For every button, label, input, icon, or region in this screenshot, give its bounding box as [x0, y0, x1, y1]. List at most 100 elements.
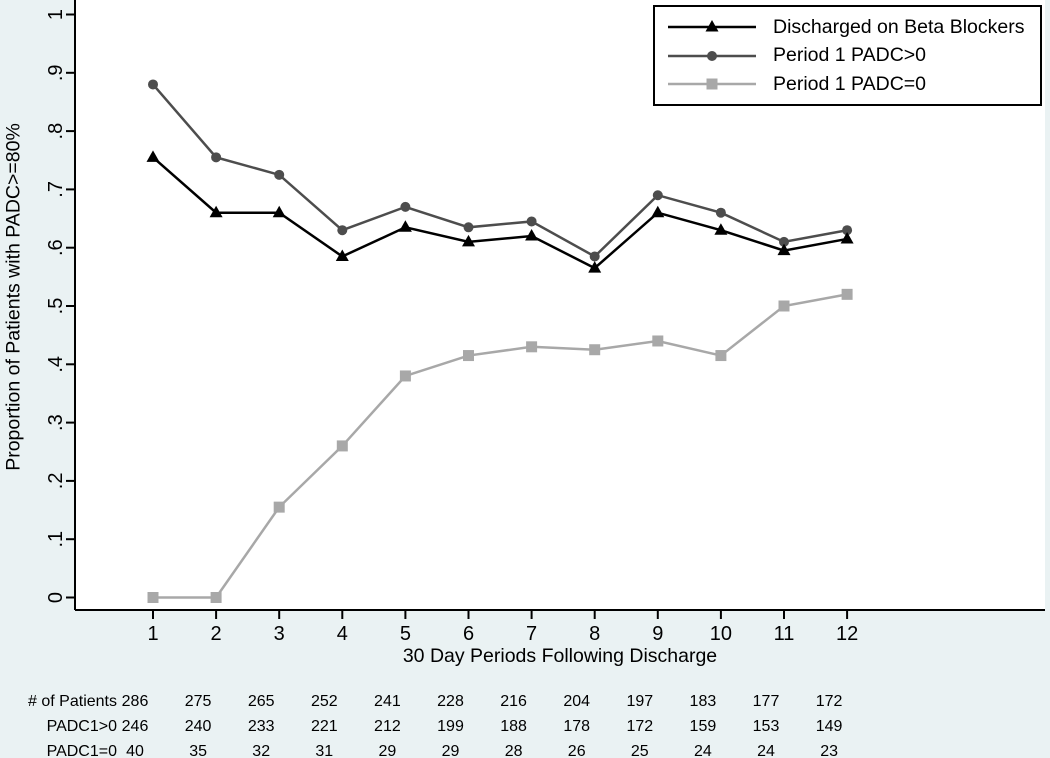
- x-tick-label: 10: [710, 623, 732, 645]
- count-value: 32: [252, 743, 271, 758]
- data-point: [400, 201, 411, 212]
- count-value: 286: [121, 693, 149, 710]
- legend-sample-marker: [707, 50, 717, 61]
- count-value: 40: [126, 743, 144, 758]
- count-row-label: PADC1>0: [46, 718, 117, 735]
- data-point: [651, 205, 665, 218]
- y-tick-label: .1: [45, 531, 67, 548]
- data-point: [652, 335, 664, 347]
- count-value: 172: [626, 718, 654, 735]
- count-value: 26: [567, 743, 586, 758]
- data-point: [714, 223, 728, 235]
- data-point: [589, 251, 600, 262]
- legend-triangle-line-icon: [668, 20, 756, 32]
- count-value: 228: [437, 693, 464, 710]
- data-point: [588, 261, 602, 273]
- count-value: 159: [689, 718, 717, 735]
- count-row-label: # of Patients: [28, 693, 117, 710]
- count-value: 246: [121, 718, 149, 735]
- data-point: [336, 440, 348, 452]
- legend-label: Period 1 PADC=0: [773, 72, 927, 95]
- count-value: 35: [189, 743, 207, 758]
- y-tick-label: .7: [45, 181, 67, 198]
- legend: Discharged on Beta Blockers Period 1 PAD…: [653, 5, 1042, 106]
- legend-sample-marker: [706, 78, 718, 90]
- count-value: 199: [437, 718, 464, 735]
- data-point: [147, 592, 159, 603]
- data-point: [398, 220, 412, 232]
- data-point: [148, 79, 158, 90]
- data-point: [778, 300, 790, 312]
- x-tick-label: 11: [774, 623, 795, 645]
- y-tick-label: 0: [45, 592, 67, 603]
- count-value: 172: [815, 693, 843, 710]
- count-value: 178: [563, 718, 591, 735]
- data-point: [589, 344, 601, 356]
- count-value: 252: [310, 693, 338, 710]
- x-tick-label: 6: [463, 623, 474, 645]
- count-value: 265: [247, 693, 275, 710]
- count-value: 29: [378, 743, 397, 758]
- data-point: [777, 243, 791, 256]
- data-point: [463, 222, 474, 233]
- count-value: 240: [184, 718, 212, 735]
- count-value: 153: [752, 718, 780, 735]
- y-tick-label: .5: [45, 298, 67, 315]
- data-point: [526, 216, 537, 227]
- count-value: 28: [504, 743, 523, 758]
- data-point: [779, 236, 789, 247]
- legend-item-padc-eq0: Period 1 PADC=0: [666, 73, 1040, 96]
- y-tick-label: 1: [45, 9, 67, 20]
- x-tick-label: 3: [274, 623, 285, 645]
- count-value: 29: [441, 743, 460, 758]
- data-point: [210, 592, 222, 603]
- count-value: 24: [693, 743, 712, 758]
- y-tick-label: .6: [45, 239, 67, 256]
- count-value: 31: [315, 743, 334, 758]
- count-value: 216: [500, 693, 527, 710]
- y-tick-label: .4: [45, 356, 67, 373]
- count-value: 212: [374, 718, 401, 735]
- count-value: 221: [310, 718, 338, 735]
- data-point: [272, 205, 286, 218]
- y-tick-label: .3: [45, 414, 67, 431]
- y-tick-label: .9: [45, 64, 67, 81]
- x-axis-title: 30 Day Periods Following Discharge: [402, 645, 718, 667]
- x-tick-label: 4: [337, 623, 348, 645]
- legend-label: Period 1 PADC>0: [773, 44, 927, 66]
- data-point: [211, 152, 222, 163]
- series-line: [153, 293, 848, 599]
- x-tick-label: 8: [589, 623, 600, 645]
- data-point: [463, 350, 474, 362]
- count-value: 275: [184, 693, 212, 710]
- count-value: 177: [752, 693, 780, 710]
- count-value: 204: [563, 693, 591, 710]
- data-point: [840, 231, 854, 244]
- y-tick-label: .2: [45, 473, 67, 490]
- data-point: [146, 150, 160, 162]
- legend-item-beta-blockers: Discharged on Beta Blockers: [666, 16, 1040, 39]
- data-point: [209, 205, 223, 218]
- data-point: [273, 501, 285, 513]
- series-line: [152, 83, 848, 258]
- count-value: 197: [626, 693, 654, 710]
- data-point: [715, 350, 727, 362]
- count-value: 241: [374, 693, 401, 710]
- count-value: 24: [757, 743, 775, 758]
- count-value: 23: [820, 743, 838, 758]
- x-tick-label: 7: [526, 623, 537, 645]
- data-point: [399, 370, 411, 382]
- data-point: [842, 225, 853, 236]
- count-row-label: PADC1=0: [46, 743, 117, 758]
- data-point: [462, 234, 475, 247]
- legend-label: Discharged on Beta Blockers: [773, 15, 1025, 38]
- y-axis-title: Proportion of Patients with PADC>=80%: [2, 123, 25, 471]
- y-tick-label: .8: [45, 123, 67, 140]
- data-point: [335, 249, 349, 261]
- count-value: 183: [689, 693, 717, 710]
- data-point: [715, 207, 726, 218]
- series-line: [152, 156, 848, 270]
- data-point: [274, 169, 285, 180]
